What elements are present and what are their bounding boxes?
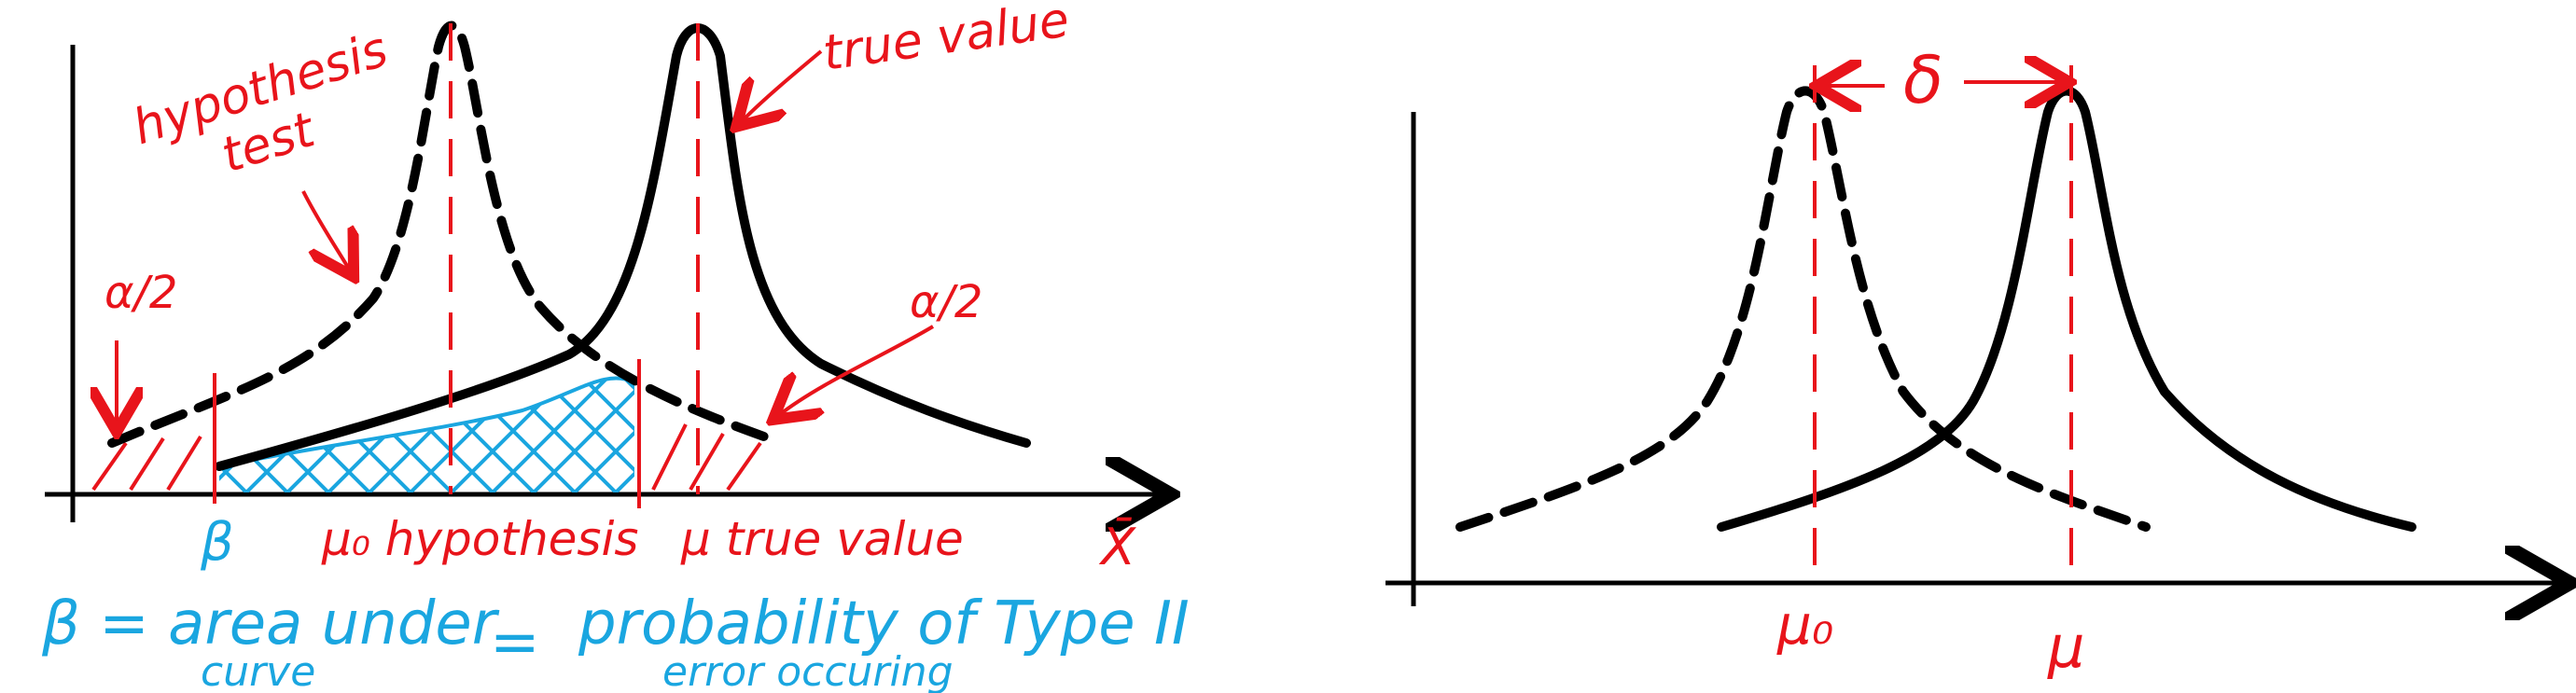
alpha-right-label: α/2 bbox=[910, 276, 982, 328]
true-value-arrow bbox=[742, 49, 823, 121]
right-mu-label: μ bbox=[2047, 613, 2084, 681]
mu0-hypothesis-label: μ₀ hypothesis bbox=[321, 512, 638, 566]
formula-rhs: probability of Type II bbox=[578, 589, 1190, 658]
true-value-curve-solid bbox=[215, 23, 1031, 471]
right-true-curve-solid bbox=[1717, 86, 2416, 532]
hypothesis-arrow bbox=[301, 190, 350, 270]
alpha-right-arrow bbox=[779, 325, 935, 415]
formula-rhs-line2: error occuring bbox=[662, 648, 954, 693]
beta-crosshatch-region bbox=[219, 378, 634, 492]
formula-lhs-line2: curve bbox=[201, 648, 315, 693]
beta-axis-label: β bbox=[200, 512, 234, 573]
right-mu0-label: μ₀ bbox=[1776, 593, 1833, 657]
formula-equals: = bbox=[490, 608, 540, 677]
true-value-label-top: true value bbox=[819, 0, 1072, 82]
mu-true-value-label: μ true value bbox=[680, 512, 964, 566]
alpha-right-hatch bbox=[651, 423, 762, 492]
right-figure: δ μ₀ μ bbox=[1385, 42, 2561, 681]
alpha-left-hatch bbox=[91, 435, 202, 492]
alpha-left-label: α/2 bbox=[104, 267, 177, 319]
left-figure: hypothesis test true value α/2 α/2 β μ₀ … bbox=[41, 0, 1190, 693]
xbar-label: X̄ bbox=[1098, 518, 1136, 576]
right-hypothesis-curve-dashed bbox=[1455, 86, 2151, 532]
formula-lhs: β = area under bbox=[41, 589, 500, 658]
beta-region-outline bbox=[218, 376, 635, 468]
delta-label: δ bbox=[1903, 42, 1943, 118]
